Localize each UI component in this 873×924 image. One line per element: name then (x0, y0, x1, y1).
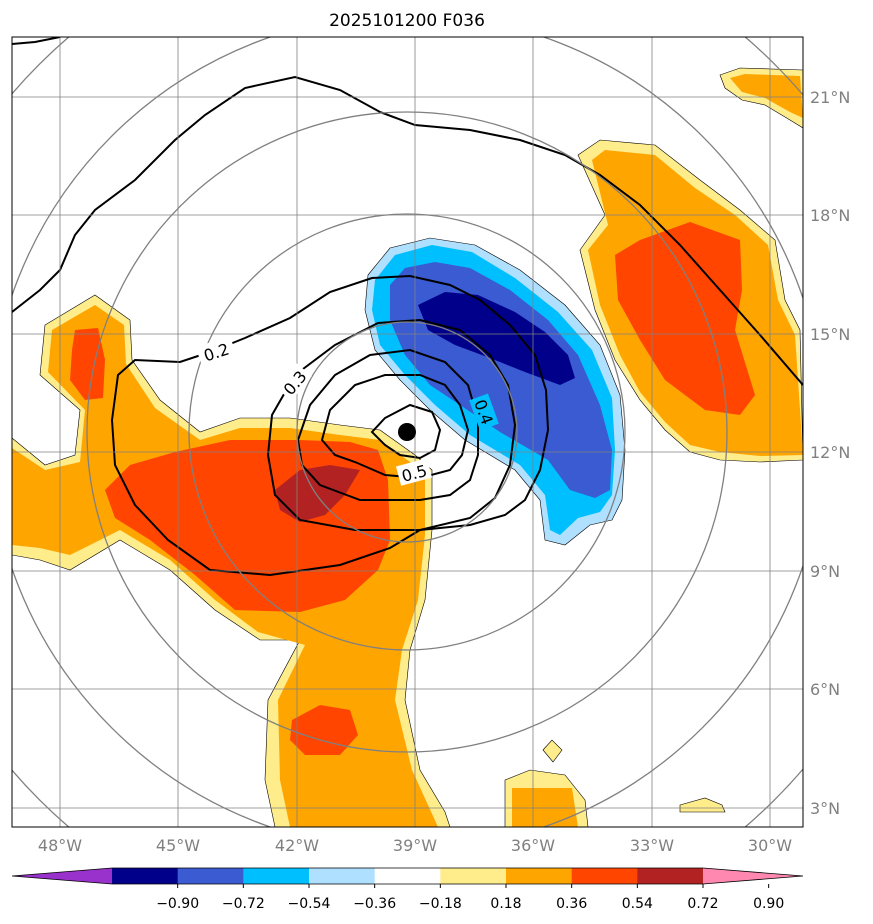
latitude-labels: 3°N 6°N 9°N 12°N 15°N 18°N 21°N (810, 88, 850, 818)
colorbar-outline (11, 867, 804, 885)
colorbar-segment (571, 868, 638, 884)
lat-tick-label: 18°N (810, 206, 850, 225)
isoline-0-4 (296, 348, 479, 501)
colorbar-segment (506, 868, 573, 884)
colorbar-tick-label: −0.72 (222, 896, 265, 912)
colorbar-segment (374, 868, 441, 884)
isoline-0-5 (320, 374, 470, 480)
colorbar-extend-low (12, 868, 112, 884)
colorbar-tick-label: 0.90 (753, 896, 784, 912)
isoline-0-2 (110, 274, 550, 577)
isolines (12, 37, 803, 577)
lon-tick-label: 30°W (748, 836, 792, 855)
colorbar-tick-label: −0.90 (156, 896, 199, 912)
anomaly-yellow-southeast-corner (679, 797, 726, 813)
contour-label-bg (469, 393, 499, 431)
lat-tick-label: 9°N (810, 562, 840, 581)
map-frame (11, 36, 804, 828)
colorbar-extend-high (703, 868, 803, 884)
lat-tick-label: 15°N (810, 325, 850, 344)
longitude-labels: 48°W 45°W 42°W 39°W 36°W 33°W 30°W (38, 836, 792, 855)
colorbar-segment (440, 868, 507, 884)
colorbar-segment (112, 868, 179, 884)
colorbar-segment (177, 868, 244, 884)
lat-tick-label: 12°N (810, 443, 850, 462)
lon-tick-label: 39°W (393, 836, 437, 855)
gridlines (12, 37, 803, 827)
colorbar-tick-label: −0.18 (419, 896, 462, 912)
colorbar-segment (243, 868, 310, 884)
lon-tick-label: 42°W (275, 836, 319, 855)
colorbar-tick-label: −0.36 (353, 896, 396, 912)
contour-label-bg (195, 335, 237, 367)
anomaly-darkred-core (275, 465, 360, 522)
lat-tick-label: 21°N (810, 88, 850, 107)
lon-tick-label: 48°W (38, 836, 82, 855)
isoline-0-3 (266, 318, 517, 531)
range-ring-2 (188, 213, 626, 651)
contour-label-bg (395, 458, 433, 486)
lon-tick-label: 45°W (156, 836, 200, 855)
colorbar-tick-label: 0.36 (556, 896, 587, 912)
colorbar-tick-label: 0.18 (490, 896, 521, 912)
colorbar-tick-label: 0.72 (687, 896, 718, 912)
contour-label-bg (276, 363, 312, 401)
anomaly-navy (418, 292, 575, 385)
colorbar-tick-label: −0.54 (288, 896, 331, 912)
anomaly-orange-northeast (730, 74, 803, 118)
isoline-north-arc (12, 75, 803, 386)
colorbar: −0.90 −0.72 −0.54 −0.36 −0.18 0.18 0.36 0.54 0.7… (11, 867, 804, 912)
colorbar-segment (637, 868, 704, 884)
negative-anomaly-field (364, 237, 626, 546)
figure-title: 2025101200 F036 (329, 11, 485, 31)
lat-tick-label: 6°N (810, 680, 840, 699)
anomaly-red-west-small (70, 328, 105, 400)
colorbar-segment (309, 868, 376, 884)
anomaly-orange-south-east (512, 788, 578, 827)
range-ring-3 (86, 111, 728, 753)
anomaly-red-south (290, 705, 358, 755)
isoline-top-left (12, 37, 61, 45)
colorbar-tick-label: 0.54 (622, 896, 653, 912)
lon-tick-label: 33°W (630, 836, 674, 855)
lat-tick-label: 3°N (810, 799, 840, 818)
anomaly-yellow-dot (542, 739, 563, 763)
storm-center-marker (398, 423, 416, 441)
lon-tick-label: 36°W (511, 836, 555, 855)
isoline-inner (370, 403, 442, 460)
